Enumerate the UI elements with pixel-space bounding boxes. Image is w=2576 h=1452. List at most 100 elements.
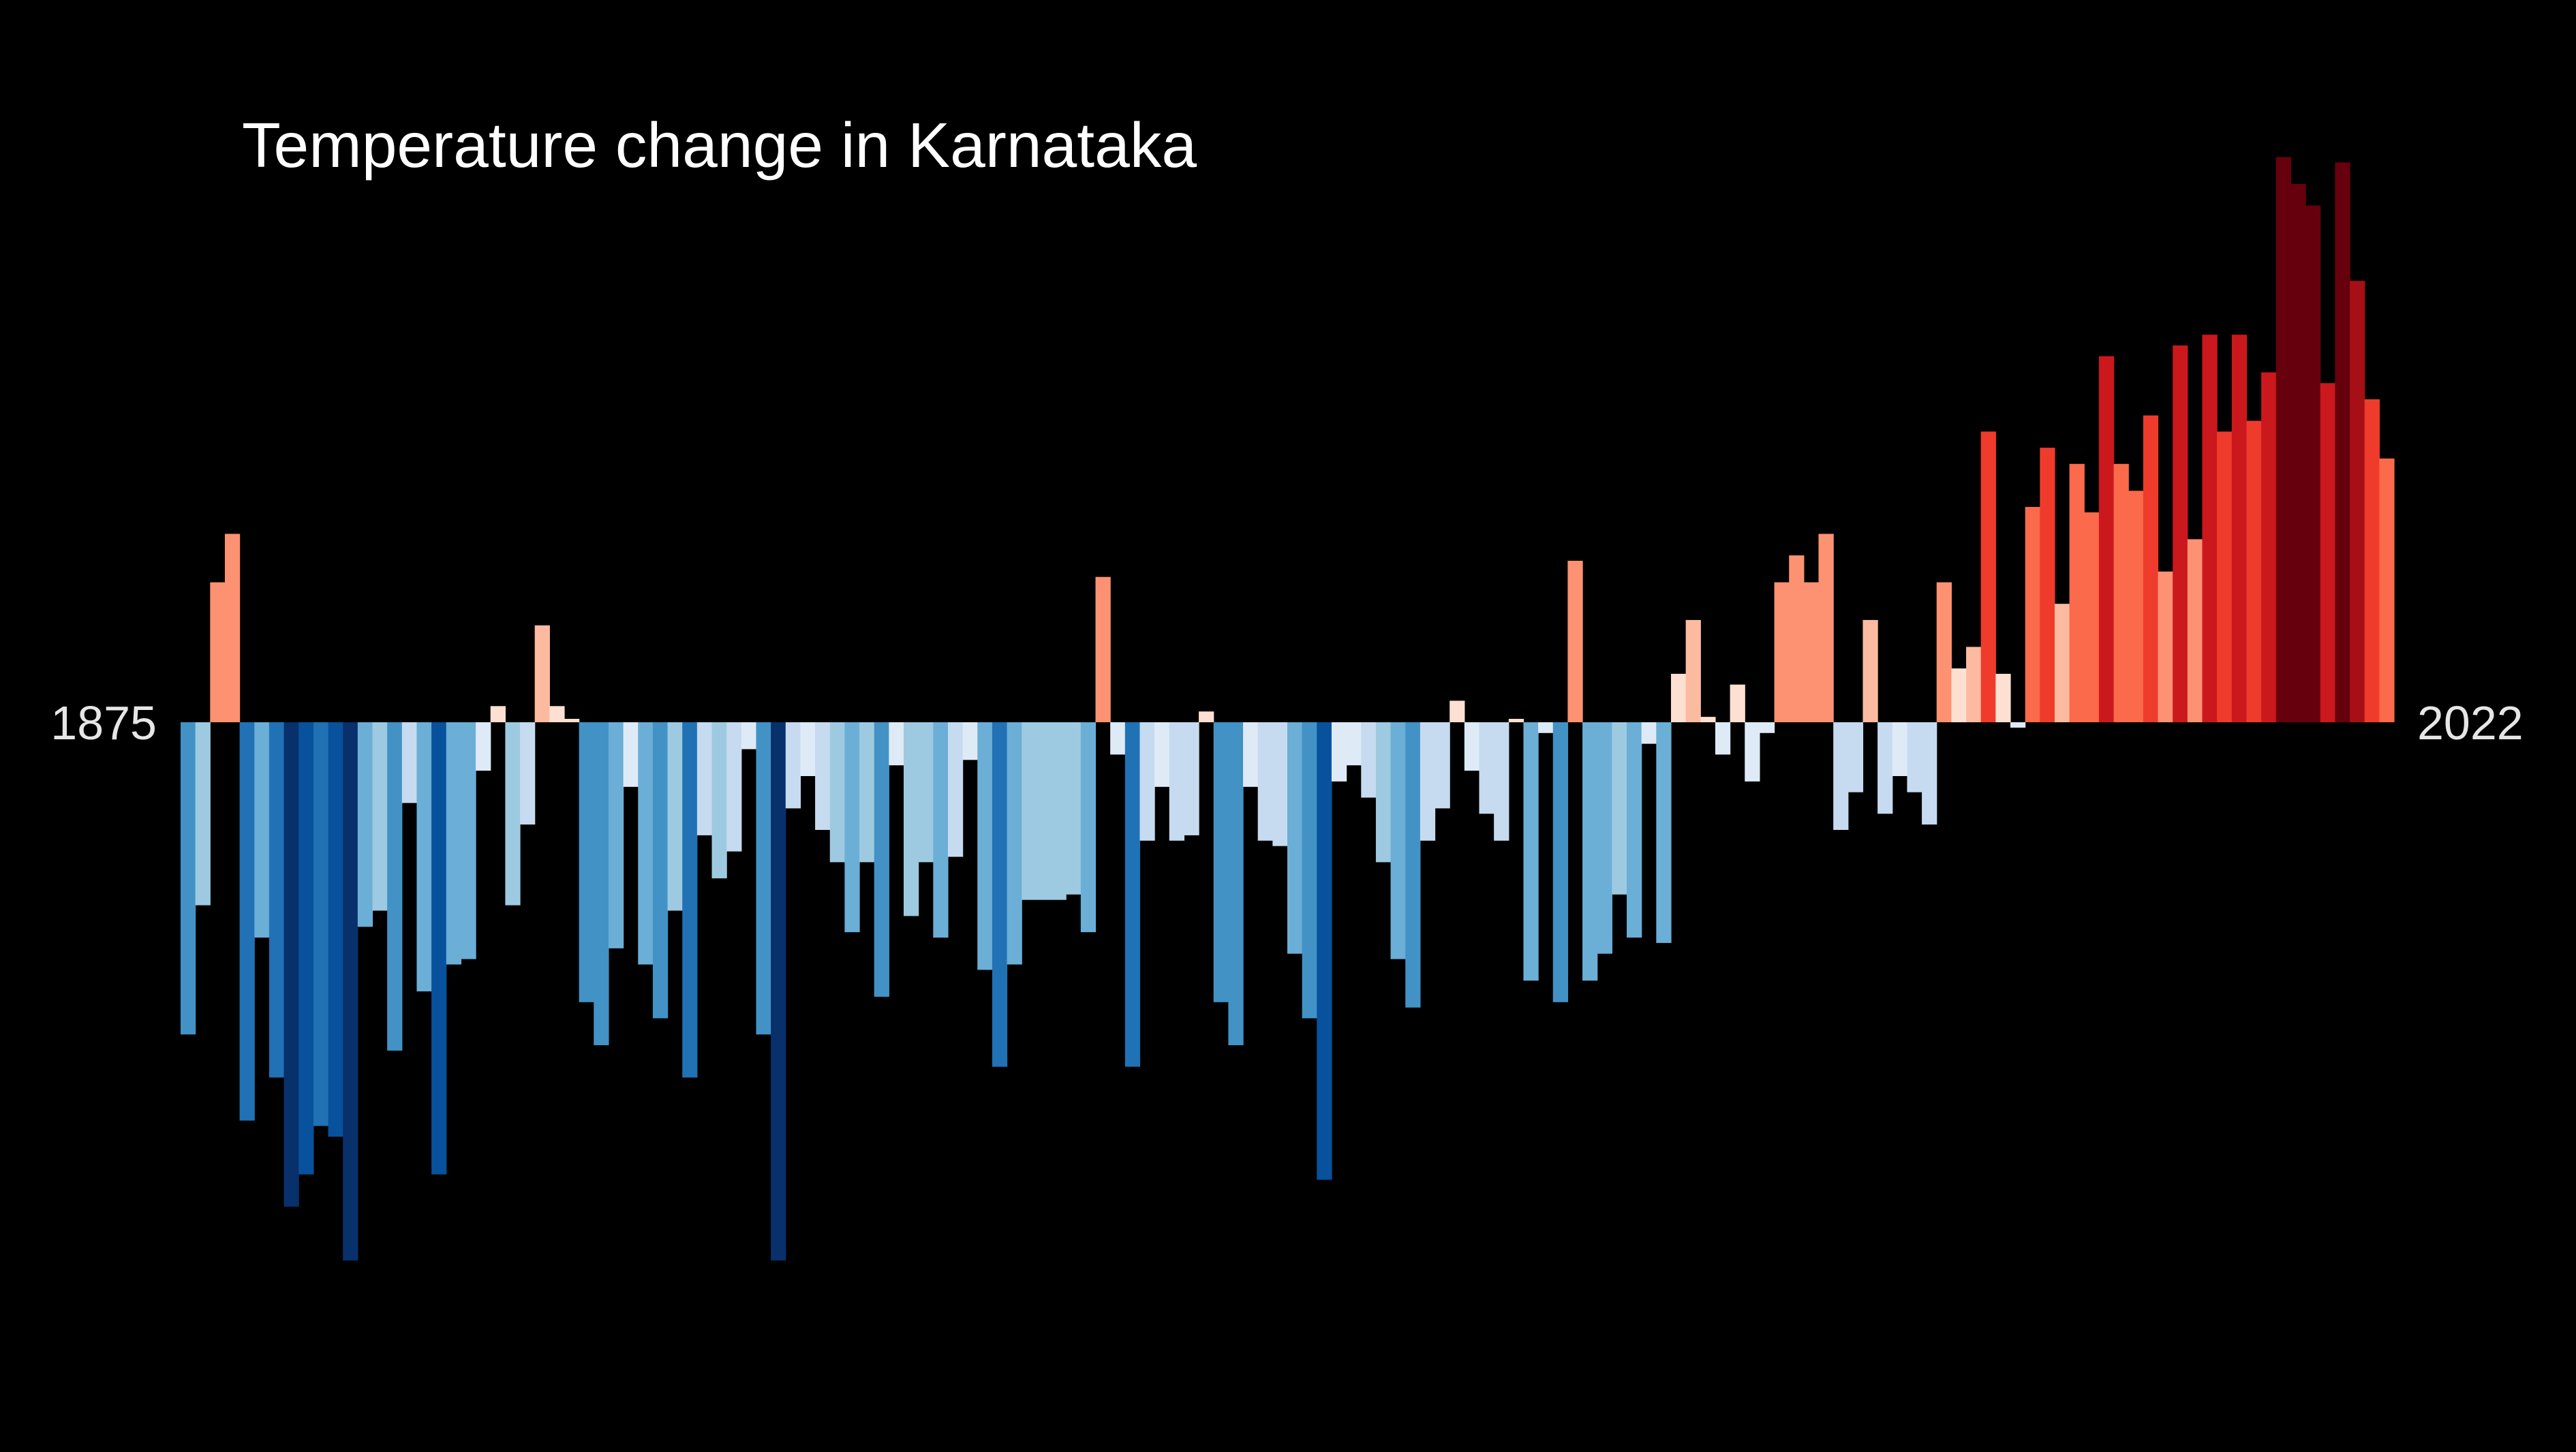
bars-group [181,157,2395,1261]
bar-1951 [1302,722,1317,1019]
bar-1902 [579,722,594,1002]
bar-1897 [505,722,521,906]
bar-1948 [1257,722,1273,841]
bar-2012 [2202,335,2218,722]
bar-1992 [1907,722,1922,792]
bar-1964 [1494,722,1509,841]
bar-1895 [476,722,491,771]
bar-1988 [1847,722,1864,792]
bar-1876 [195,722,211,906]
bar-1886 [343,722,358,1261]
bar-1997 [1980,431,1996,722]
bar-2013 [2217,431,2233,722]
bar-2021 [2335,162,2350,722]
bar-1987 [1833,722,1849,830]
bar-2024 [2379,458,2395,722]
bar-1950 [1287,722,1303,954]
bar-1936 [1080,722,1097,933]
start-year-label: 1875 [50,696,157,750]
bar-1966 [1523,722,1539,981]
bar-1910 [696,722,713,835]
bar-1985 [1803,582,1820,722]
bar-1984 [1789,555,1805,722]
bar-1919 [829,722,845,863]
bar-1925 [918,722,934,863]
bar-1879 [239,722,255,1121]
bar-1911 [711,722,727,879]
bar-1906 [638,722,654,965]
bar-1946 [1228,722,1244,1045]
bar-1891 [416,722,432,991]
bar-1918 [815,722,831,830]
bar-2011 [2187,539,2203,722]
bar-1953 [1331,722,1347,782]
bar-1885 [328,722,343,1137]
bar-1955 [1361,722,1377,798]
bar-1975 [1656,722,1672,943]
bar-1894 [461,722,476,959]
bar-1943 [1184,722,1199,835]
bar-2007 [2128,491,2144,722]
bar-1933 [1036,722,1052,900]
bar-1940 [1139,722,1155,841]
bar-1901 [564,719,580,722]
bar-1922 [874,722,889,997]
bar-1978 [1700,717,1716,722]
bar-2006 [2113,463,2129,722]
bar-2017 [2275,157,2292,722]
bar-1927 [947,722,964,857]
bar-1954 [1346,722,1362,766]
bar-1929 [977,722,993,970]
bar-1993 [1922,722,1937,825]
bar-1968 [1552,722,1569,1002]
bar-1888 [372,722,388,911]
bar-1939 [1124,722,1141,1067]
bar-1952 [1317,722,1332,1180]
bar-1896 [490,706,506,722]
bar-2005 [2098,356,2115,722]
bar-1877 [210,582,226,722]
bar-1958 [1405,722,1421,1008]
bar-1880 [254,722,270,938]
bar-1913 [741,722,757,750]
bar-2015 [2246,420,2262,722]
bar-2002 [2054,604,2070,722]
bar-2018 [2290,184,2306,722]
bar-1974 [1641,722,1657,744]
bar-1944 [1199,711,1214,722]
bar-1926 [933,722,949,938]
bar-1931 [1007,722,1022,965]
bar-2019 [2305,205,2321,723]
bar-1973 [1627,722,1642,938]
chart-title: Temperature change in Karnataka [242,110,1197,181]
bar-1937 [1095,576,1111,722]
bar-1982 [1759,722,1775,733]
bar-1989 [1862,619,1878,722]
bar-2004 [2084,512,2100,722]
bar-1996 [1966,647,1982,722]
bar-1900 [549,706,565,722]
bar-2003 [2069,463,2085,722]
bar-1976 [1670,673,1687,722]
bar-1920 [844,722,860,933]
bar-1881 [269,722,285,1078]
bar-2014 [2231,335,2248,722]
bar-1884 [313,722,329,1126]
bar-1893 [446,722,462,965]
bar-1935 [1066,722,1082,895]
bar-1908 [667,722,683,911]
bar-1928 [962,722,978,760]
bar-1986 [1818,534,1834,722]
bar-1921 [859,722,875,863]
bar-1875 [181,722,196,1035]
bar-2022 [2350,281,2365,722]
bar-1907 [652,722,669,1019]
bar-1914 [756,722,771,1035]
bar-1970 [1582,722,1598,981]
bar-1903 [594,722,609,1045]
bar-1912 [726,722,742,852]
bar-1909 [682,722,698,1078]
end-year-label: 2022 [2417,696,2524,750]
bar-2010 [2173,345,2188,722]
